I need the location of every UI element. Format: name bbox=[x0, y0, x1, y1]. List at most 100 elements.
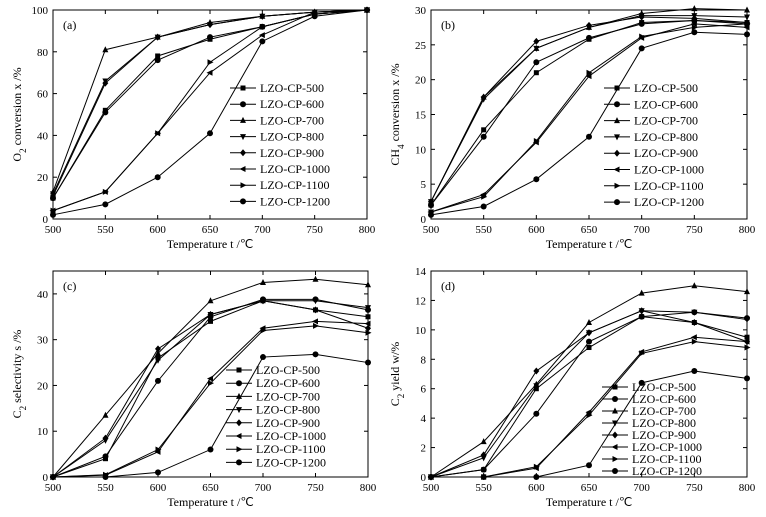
data-point bbox=[690, 334, 697, 341]
legend-marker bbox=[614, 182, 621, 189]
data-point bbox=[586, 412, 593, 419]
data-point bbox=[533, 410, 540, 417]
legend-marker bbox=[612, 407, 618, 414]
data-point bbox=[102, 411, 109, 418]
data-point bbox=[533, 474, 540, 480]
data-point bbox=[586, 462, 592, 469]
data-point bbox=[691, 24, 698, 31]
data-point bbox=[260, 354, 266, 361]
x-tick-label: 650 bbox=[581, 482, 598, 494]
legend-label: LZO-CP-700 bbox=[256, 389, 320, 403]
series-LZO-CP-900 bbox=[428, 307, 750, 481]
y-tick-label: 0 bbox=[421, 472, 427, 484]
y-tick-label: 4 bbox=[421, 413, 427, 425]
data-point bbox=[533, 383, 540, 390]
data-point bbox=[364, 320, 371, 327]
data-point bbox=[533, 59, 540, 66]
data-point bbox=[480, 93, 487, 101]
x-axis-title: Temperature t /℃ bbox=[546, 495, 633, 509]
y-tick-label: 25 bbox=[415, 40, 427, 52]
data-point bbox=[638, 13, 645, 21]
data-point bbox=[690, 20, 697, 27]
legend-marker bbox=[612, 456, 619, 462]
series-LZO-CP-1200 bbox=[428, 29, 750, 218]
x-tick-label: 700 bbox=[633, 224, 650, 236]
x-tick-label: 650 bbox=[581, 224, 598, 236]
x-tick-label: 750 bbox=[306, 224, 323, 236]
legend-label: LZO-CP-1200 bbox=[634, 195, 704, 209]
data-point bbox=[638, 313, 645, 320]
data-point bbox=[311, 13, 318, 20]
chart-panel-2: 500 550 600 650 700 750 800 0 5 10 15 20 25 30 Tempera… bbox=[388, 5, 756, 251]
data-point bbox=[155, 53, 161, 59]
y-tick-label: 20 bbox=[37, 380, 49, 392]
x-tick-label: 650 bbox=[202, 224, 219, 236]
data-point bbox=[102, 46, 109, 53]
data-point bbox=[312, 351, 319, 358]
y-tick-label: 30 bbox=[415, 5, 427, 17]
data-point bbox=[260, 278, 266, 285]
y-tick-label: 10 bbox=[415, 325, 427, 337]
data-point bbox=[155, 357, 161, 364]
data-point bbox=[585, 73, 592, 80]
data-point bbox=[365, 324, 371, 332]
x-tick-label: 600 bbox=[528, 482, 545, 494]
data-point bbox=[744, 317, 750, 324]
legend-marker bbox=[614, 117, 620, 124]
data-point bbox=[586, 34, 592, 41]
y-axis-title: C2 selectivity s /% bbox=[10, 330, 28, 419]
y-tick-label: 15 bbox=[415, 110, 427, 122]
data-point bbox=[260, 327, 267, 334]
y-tick-label: 40 bbox=[37, 130, 49, 142]
data-point bbox=[639, 350, 646, 357]
legend: LZO-CP-500LZO-CP-600LZO-CP-700LZO-CP-800… bbox=[602, 380, 702, 478]
legend-label: LZO-CP-600 bbox=[632, 392, 696, 406]
data-point bbox=[365, 329, 372, 336]
data-point bbox=[208, 318, 213, 324]
x-tick-label: 500 bbox=[423, 224, 440, 236]
x-tick-label: 500 bbox=[45, 224, 62, 236]
x-tick-label: 500 bbox=[45, 482, 62, 494]
y-tick-label: 20 bbox=[415, 75, 427, 87]
data-point bbox=[586, 319, 592, 325]
legend-label: LZO-CP-500 bbox=[632, 380, 696, 394]
legend-marker bbox=[612, 431, 618, 439]
legend: LZO-CP-500LZO-CP-600LZO-CP-700LZO-CP-800… bbox=[604, 81, 704, 209]
chart-panel-3: 500 550 600 650 700 750 800 0 10 20 30 40 Temperatur… bbox=[10, 270, 377, 509]
legend-label: LZO-CP-800 bbox=[634, 130, 698, 144]
y-tick-label: 0 bbox=[43, 472, 49, 484]
data-point bbox=[744, 6, 750, 13]
data-point bbox=[481, 193, 488, 200]
data-point bbox=[744, 334, 750, 340]
data-point bbox=[155, 446, 162, 453]
y-tick-label: 0 bbox=[43, 214, 49, 226]
data-point bbox=[481, 127, 487, 133]
data-point bbox=[691, 29, 698, 36]
x-tick-label: 500 bbox=[423, 482, 440, 494]
y-axis-title: O2 conversion x /% bbox=[10, 67, 28, 161]
data-point bbox=[207, 34, 213, 41]
legend-label: LZO-CP-600 bbox=[260, 97, 324, 111]
series-LZO-CP-1100 bbox=[428, 338, 751, 480]
legend-marker bbox=[236, 419, 242, 427]
legend-marker bbox=[239, 166, 246, 172]
data-point bbox=[533, 37, 540, 45]
legend-marker bbox=[240, 116, 246, 123]
x-tick-label: 800 bbox=[360, 482, 377, 494]
data-point bbox=[155, 349, 161, 356]
panel-label: (c) bbox=[63, 279, 76, 293]
legend-label: LZO-CP-800 bbox=[256, 403, 320, 417]
data-point bbox=[744, 375, 750, 382]
data-point bbox=[480, 451, 487, 459]
legend-marker bbox=[236, 380, 242, 387]
data-point bbox=[691, 368, 698, 375]
data-point bbox=[586, 133, 592, 140]
x-tick-label: 750 bbox=[686, 482, 703, 494]
data-point bbox=[691, 338, 698, 345]
chart-panel-1: 500 550 600 650 700 750 800 0 20 40 60 80 100 Tempera… bbox=[10, 5, 376, 251]
x-axis-title: Temperature t /℃ bbox=[167, 495, 254, 509]
series-LZO-CP-1200 bbox=[50, 7, 370, 218]
legend-label: LZO-CP-1000 bbox=[260, 162, 330, 176]
data-point bbox=[312, 306, 319, 314]
